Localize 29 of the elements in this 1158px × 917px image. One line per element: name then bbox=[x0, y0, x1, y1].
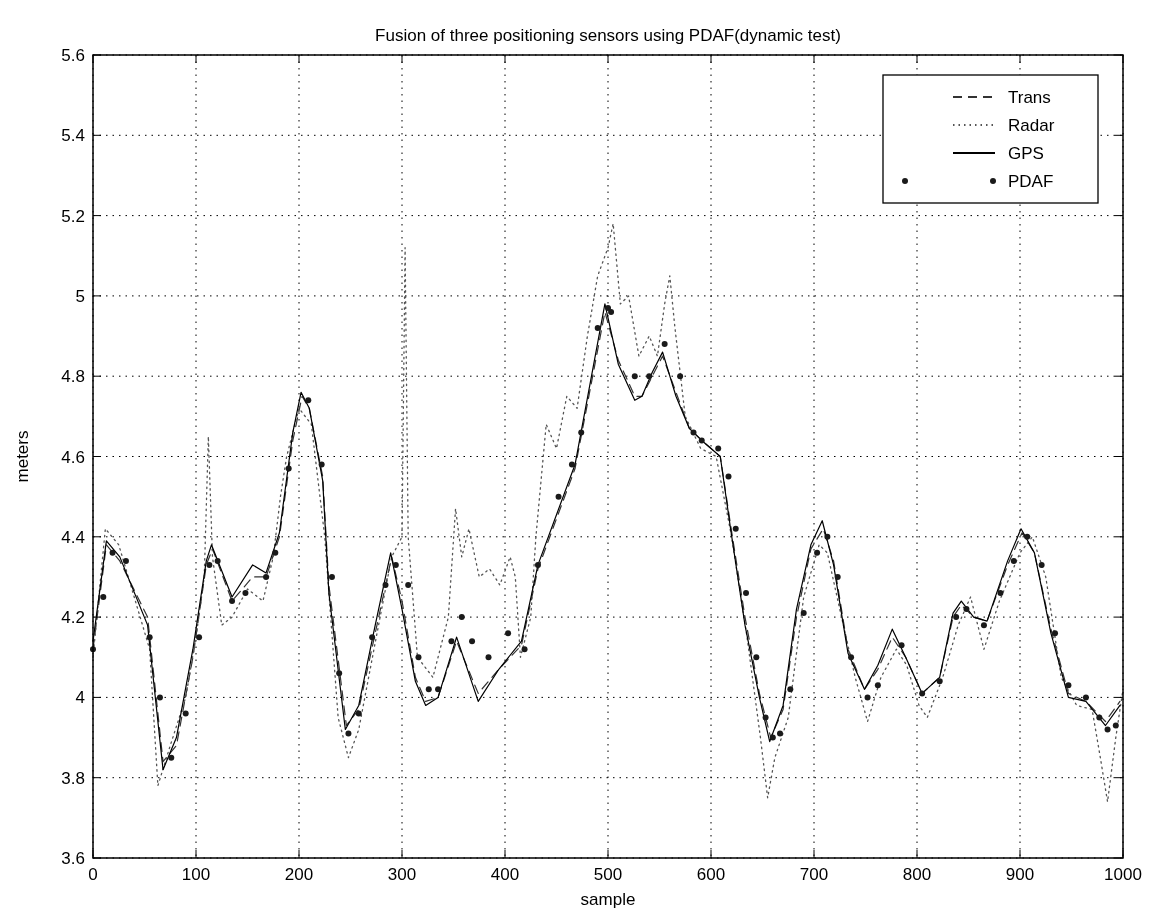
y-axis-title: meters bbox=[13, 430, 32, 483]
x-tick-label: 1000 bbox=[1104, 865, 1142, 884]
x-tick-label: 0 bbox=[88, 865, 98, 884]
x-tick-label: 800 bbox=[902, 865, 932, 884]
x-tick-label: 900 bbox=[1005, 865, 1035, 884]
y-tick-label: 5.2 bbox=[61, 206, 85, 226]
x-tick-label: 400 bbox=[490, 865, 520, 884]
y-tick-label: 4.4 bbox=[61, 527, 85, 547]
chart-title: Fusion of three positioning sensors using PDAF(dynamic test) bbox=[375, 26, 841, 45]
x-axis-title: sample bbox=[580, 890, 636, 909]
legend-label: GPS bbox=[1008, 144, 1044, 163]
y-tick-label: 4.6 bbox=[61, 447, 85, 467]
legend-label: Trans bbox=[1008, 88, 1051, 107]
y-tick-label: 3.8 bbox=[61, 768, 85, 788]
y-tick-label: 5 bbox=[75, 286, 85, 306]
x-tick-label: 300 bbox=[387, 865, 417, 884]
y-tick-label: 4.8 bbox=[61, 367, 85, 387]
x-tick-label: 100 bbox=[181, 865, 211, 884]
legend-label: Radar bbox=[1008, 116, 1055, 135]
y-tick-label: 3.6 bbox=[61, 849, 85, 868]
legend-label: PDAF bbox=[1008, 172, 1054, 191]
y-tick-label: 4 bbox=[75, 688, 85, 708]
x-tick-label: 700 bbox=[799, 865, 829, 884]
x-tick-label: 200 bbox=[284, 865, 314, 884]
y-tick-label: 5.6 bbox=[61, 46, 85, 65]
y-tick-label: 4.2 bbox=[61, 608, 85, 628]
y-tick-label: 5.4 bbox=[61, 126, 85, 146]
x-tick-label: 500 bbox=[593, 865, 623, 884]
x-tick-label: 600 bbox=[696, 865, 726, 884]
